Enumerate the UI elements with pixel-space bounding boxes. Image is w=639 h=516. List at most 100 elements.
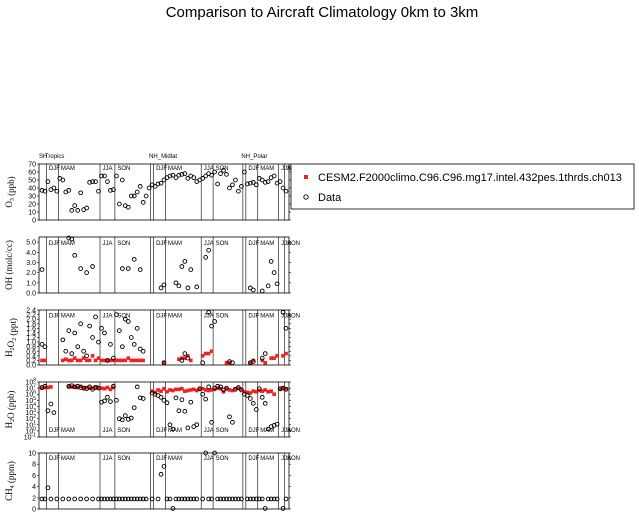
- model-point: [81, 386, 86, 390]
- data-point: [155, 181, 161, 187]
- data-point: [96, 496, 101, 502]
- season-label: SON: [287, 241, 300, 247]
- data-point: [128, 335, 134, 340]
- season-label: JJA: [281, 428, 291, 434]
- data-point: [268, 496, 274, 502]
- data-point: [185, 285, 191, 291]
- data-point: [114, 496, 119, 502]
- model-point: [227, 388, 232, 392]
- data-point: [212, 450, 217, 456]
- data-point: [131, 342, 137, 347]
- model-point: [230, 388, 235, 393]
- data-point: [247, 396, 253, 401]
- model-point: [272, 356, 276, 360]
- data-point: [39, 496, 45, 502]
- region-label: SH: [39, 154, 47, 160]
- data-point: [188, 399, 194, 405]
- data-point: [108, 399, 113, 404]
- data-point: [230, 419, 235, 425]
- data-point: [233, 496, 238, 502]
- data-point: [167, 173, 173, 179]
- model-point: [66, 385, 71, 389]
- data-point: [164, 400, 170, 406]
- data-point: [93, 179, 98, 184]
- data-point: [51, 185, 57, 191]
- model-point: [129, 358, 134, 363]
- season-label: DJF: [49, 314, 60, 320]
- y-tick-label: 0.6: [26, 349, 36, 356]
- model-point: [135, 358, 140, 363]
- data-point: [194, 496, 200, 502]
- data-point: [221, 496, 226, 502]
- data-point: [203, 450, 209, 456]
- data-point: [265, 283, 271, 289]
- data-point: [191, 175, 197, 180]
- model-point: [93, 358, 98, 363]
- data-point: [262, 180, 268, 185]
- data-point: [221, 168, 226, 173]
- data-point: [143, 496, 149, 502]
- data-point: [128, 496, 134, 502]
- y-tick-label: 4.0: [26, 250, 36, 257]
- data-point: [72, 203, 78, 208]
- season-label: DJF: [49, 428, 60, 434]
- y-tick-label: 1.6: [26, 326, 36, 333]
- data-point: [125, 496, 131, 502]
- y-tick-label: 0.4: [26, 353, 36, 360]
- data-point: [48, 401, 54, 407]
- model-point: [111, 385, 116, 390]
- legend-model-marker: [304, 175, 308, 179]
- model-point: [138, 358, 142, 363]
- data-point: [247, 180, 253, 186]
- y-tick-label: 107: [25, 384, 36, 393]
- data-point: [170, 172, 176, 178]
- panel-frame: [38, 236, 290, 294]
- data-point: [69, 351, 75, 356]
- data-point: [119, 177, 125, 183]
- data-point: [158, 394, 164, 400]
- season-label: MAM: [168, 314, 182, 320]
- model-point: [162, 386, 166, 391]
- model-point: [78, 384, 83, 389]
- panel-3: DJF MAM JJA SON DJF MAM JJA SON DJF MAM JJASON0.00…: [4, 308, 300, 370]
- model-point: [177, 387, 181, 392]
- data-point: [259, 394, 265, 400]
- model-point: [126, 356, 131, 360]
- data-point: [137, 267, 143, 272]
- model-point: [260, 389, 265, 393]
- season-label: SON: [117, 428, 130, 434]
- data-point: [66, 383, 72, 389]
- data-point: [268, 259, 274, 264]
- model-point: [99, 358, 104, 363]
- data-point: [60, 337, 66, 343]
- model-point: [93, 385, 98, 389]
- data-point: [244, 496, 250, 502]
- model-point: [99, 386, 104, 390]
- data-point: [173, 395, 179, 401]
- y-tick-label: 10: [28, 451, 36, 458]
- data-point: [182, 496, 188, 502]
- data-point: [179, 172, 185, 177]
- season-label: DJF: [156, 314, 167, 320]
- data-point: [218, 171, 223, 176]
- data-point: [259, 355, 265, 361]
- legend-data-marker: [303, 194, 309, 200]
- data-point: [134, 325, 140, 331]
- data-point: [215, 496, 220, 502]
- data-point: [250, 359, 256, 364]
- y-axis-label: OH (molc/cc): [4, 240, 14, 290]
- data-point: [105, 358, 110, 363]
- model-point: [239, 387, 244, 392]
- data-point: [227, 185, 232, 191]
- data-point: [206, 496, 211, 502]
- data-point: [179, 264, 185, 269]
- model-point: [263, 360, 267, 365]
- data-point: [256, 386, 262, 392]
- y-tick-label: 20: [28, 202, 36, 209]
- model-point: [40, 358, 44, 363]
- season-label: MAM: [61, 166, 75, 172]
- data-point: [99, 173, 104, 179]
- legend-model-label: CESM2.F2000climo.C96.C96.mg17.intel.432p…: [318, 172, 622, 184]
- data-point: [125, 319, 131, 324]
- data-point: [122, 413, 128, 418]
